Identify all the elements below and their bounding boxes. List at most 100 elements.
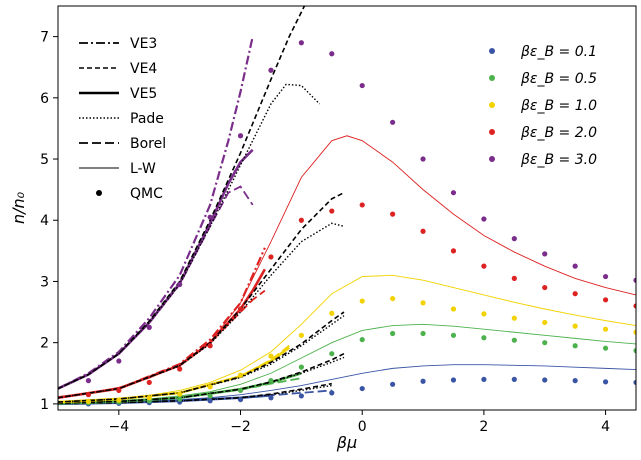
series-2-qmc-point (207, 384, 213, 390)
series-1-qmc-point (572, 343, 578, 349)
series-2-qmc-point (572, 323, 578, 329)
series-4-ve4-line (58, 6, 306, 390)
series-4-qmc-point (116, 358, 122, 364)
series-1-lw-line (58, 323, 636, 404)
series-1-qmc-point (329, 351, 335, 357)
series-3-pade-line (58, 222, 345, 399)
series-0-qmc-point (542, 377, 548, 383)
series-2-qmc-point (390, 295, 396, 302)
series-0-qmc-point (572, 378, 578, 384)
series-3-qmc-point (146, 379, 152, 386)
series-0-qmc-point (602, 379, 609, 385)
series-4-qmc-point (359, 82, 365, 89)
series-4-qmc-point (420, 156, 426, 162)
series-3-qmc-point (359, 202, 365, 208)
series-1-qmc-point (511, 337, 517, 343)
series-4-qmc-point (298, 40, 304, 46)
series-0-qmc-point (268, 395, 274, 401)
series-4-borel-line (58, 185, 254, 390)
series-2-qmc-point (542, 319, 548, 326)
y-tick-label: 1 (40, 397, 49, 413)
series-legend-swatch (489, 102, 495, 108)
y-axis-label: n/n₀ (9, 191, 28, 224)
series-3-qmc-point (542, 284, 548, 291)
series-1-qmc-point (359, 337, 365, 343)
y-tick-label: 7 (40, 30, 49, 46)
method-legend-label: VE5 (130, 86, 157, 102)
series-2-qmc-point (298, 332, 304, 338)
series-0-qmc-point (329, 390, 335, 396)
y-tick-label: 2 (40, 336, 49, 352)
series-3-qmc-point (602, 297, 609, 303)
series-4-qmc-point (329, 51, 335, 57)
series-4-qmc-point (511, 236, 517, 242)
series-2-qmc-point (511, 315, 517, 321)
series-0-qmc-point (481, 376, 487, 382)
method-legend-label: Borel (130, 136, 166, 152)
series-1-qmc-point (390, 330, 396, 337)
x-tick-label: −2 (230, 419, 251, 435)
series-0-qmc-point (450, 377, 457, 383)
series-2-lw-line (58, 274, 636, 402)
series-0-qmc-point (359, 385, 365, 392)
series-0-qmc-point (633, 379, 636, 386)
legend-swatch-qmc (96, 190, 102, 196)
method-legend-label: QMC (130, 186, 163, 202)
series-4-qmc-point (602, 273, 609, 280)
method-legend-label: Pade (130, 111, 164, 127)
series-1-ve4-line (58, 352, 345, 405)
method-legend-label: VE4 (130, 61, 157, 77)
y-tick-label: 5 (40, 152, 49, 168)
series-4-qmc-point (146, 324, 152, 330)
series-2-qmc-point (633, 329, 636, 335)
plot-frame (57, 5, 637, 411)
series-4-qmc-point (237, 133, 244, 139)
x-axis-label: βμ (336, 433, 357, 452)
series-2-qmc-point (602, 326, 609, 332)
series-1-qmc-point (298, 364, 304, 370)
series-3-qmc-point (207, 343, 213, 349)
series-4-pade-line (58, 83, 321, 390)
series-1-qmc-point (633, 348, 636, 354)
series-0-qmc-point (237, 396, 244, 403)
series-legend-label: βε_B = 2.0 (520, 125, 597, 141)
series-2-qmc-point (116, 397, 122, 403)
series-legend: βε_B = 0.1 βε_B = 0.5 βε_B = 1.0 βε_B = 2.0… (489, 44, 597, 168)
series-1-qmc-point (481, 335, 487, 341)
series-3-qmc-point (268, 254, 274, 260)
series-legend-label: βε_B = 0.5 (520, 71, 597, 87)
series-legend-swatch (489, 48, 495, 54)
series-3-qmc-point (298, 217, 304, 223)
series-3-qmc-point (85, 392, 92, 398)
series-legend-swatch (489, 75, 495, 81)
series-2-pade-line (58, 315, 345, 403)
y-tick-label: 4 (40, 213, 49, 229)
series-2-qmc-point (85, 398, 92, 405)
x-tick-label: 2 (479, 419, 488, 435)
method-legend: VE3 VE4 VE5 Pade Borel L-W QMC (79, 36, 166, 202)
series-0-qmc-point (420, 378, 426, 384)
series-legend-swatch (489, 156, 495, 162)
series-2-qmc-point (177, 391, 183, 397)
series-1-qmc-point (268, 378, 274, 384)
method-legend-label: L-W (130, 161, 156, 177)
series-4-qmc-point (177, 281, 183, 288)
plot-marks (58, 6, 636, 407)
series-2-ve4-line (58, 311, 345, 403)
axis-ticks: −4 −2 0 2 4 1 2 3 4 5 6 7 (40, 30, 610, 435)
y-tick-label: 6 (40, 91, 49, 107)
series-legend-label: βε_B = 0.1 (520, 44, 597, 60)
series-3-qmc-point (481, 263, 487, 269)
series-2-qmc-point (146, 395, 152, 401)
series-1-qmc-point (207, 393, 213, 399)
series-4-ve3-line (58, 36, 254, 390)
series-1-qmc-point (602, 345, 609, 351)
series-legend-label: βε_B = 1.0 (520, 98, 597, 114)
series-0-qmc-point (511, 376, 517, 382)
series-0-qmc-point (298, 393, 304, 399)
series-4-qmc-point (390, 119, 396, 125)
x-tick-label: −4 (109, 419, 130, 435)
series-3-qmc-point (572, 291, 578, 297)
series-2-qmc-point (359, 298, 365, 304)
